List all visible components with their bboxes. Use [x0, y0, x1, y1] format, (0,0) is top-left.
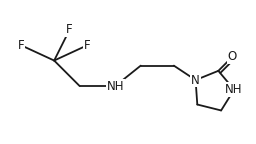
- Text: F: F: [18, 39, 24, 52]
- Text: O: O: [228, 50, 237, 63]
- Text: NH: NH: [106, 79, 124, 92]
- Text: N: N: [191, 74, 200, 87]
- Text: F: F: [84, 39, 91, 52]
- Text: F: F: [66, 23, 73, 36]
- Text: NH: NH: [225, 83, 243, 96]
